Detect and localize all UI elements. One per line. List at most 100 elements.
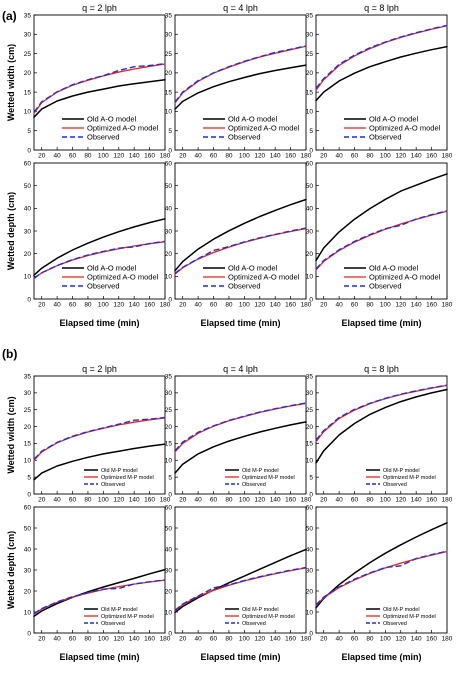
plot-area xyxy=(33,162,166,300)
x-tick-label: 40 xyxy=(336,302,344,309)
y-tick-label: 20 xyxy=(165,251,173,258)
y-tick-label: 40 xyxy=(24,206,32,213)
y-tick-label: 10 xyxy=(165,109,173,116)
y-tick-label: 40 xyxy=(306,546,314,553)
y-tick-label: 15 xyxy=(24,89,32,96)
x-tick-label: 120 xyxy=(395,636,406,643)
x-tick-label: 60 xyxy=(351,636,359,643)
y-tick-label: 30 xyxy=(165,567,173,574)
y-tick-label: 20 xyxy=(306,251,314,258)
x-tick-label: 80 xyxy=(366,153,374,160)
x-axis-label: Elapsed time (min) xyxy=(341,652,421,662)
x-tick-label: 140 xyxy=(129,636,140,643)
legend-entry: Optimized A-O model xyxy=(87,273,159,282)
series-old-model-line xyxy=(174,548,307,614)
series-observed-line xyxy=(315,384,448,441)
y-tick-label: 0 xyxy=(168,296,172,303)
y-tick-label: 0 xyxy=(27,147,31,154)
y-tick-label: 15 xyxy=(165,441,173,448)
legend-entry: Old A-O model xyxy=(87,264,137,273)
y-tick-label: 10 xyxy=(165,458,173,465)
series-old-model-line xyxy=(174,198,307,272)
y-tick-label: 30 xyxy=(24,228,32,235)
y-tick-label: 10 xyxy=(165,609,173,616)
x-axis-label: Elapsed time (min) xyxy=(341,318,421,328)
x-tick-label: 20 xyxy=(179,153,187,160)
y-tick-label: 35 xyxy=(24,373,32,380)
x-tick-label: 60 xyxy=(351,153,359,160)
x-tick-label: 140 xyxy=(270,302,281,309)
series-observed-line xyxy=(174,566,307,611)
y-tick-label: 5 xyxy=(168,128,172,135)
y-tick-label: 60 xyxy=(306,160,314,167)
x-tick-label: 20 xyxy=(320,153,328,160)
x-tick-label: 80 xyxy=(225,302,233,309)
x-tick-label: 80 xyxy=(84,153,92,160)
x-tick-label: 60 xyxy=(210,302,218,309)
column-title: q = 8 lph xyxy=(364,3,399,13)
x-tick-label: 160 xyxy=(285,497,296,504)
series-observed-line xyxy=(33,240,166,279)
plot-area xyxy=(174,375,307,495)
y-tick-label: 50 xyxy=(306,183,314,190)
x-tick-label: 20 xyxy=(320,302,328,309)
plot-area xyxy=(315,506,448,634)
plot-area xyxy=(174,506,307,634)
x-tick-label: 120 xyxy=(395,302,406,309)
y-tick-label: 10 xyxy=(24,109,32,116)
x-tick-label: 100 xyxy=(239,153,250,160)
x-tick-label: 140 xyxy=(411,153,422,160)
x-tick-label: 120 xyxy=(254,497,265,504)
y-tick-label: 50 xyxy=(24,183,32,190)
x-tick-label: 80 xyxy=(366,497,374,504)
y-tick-label: 25 xyxy=(165,407,173,414)
legend-entry: Observed xyxy=(383,482,407,488)
y-tick-label: 5 xyxy=(27,128,31,135)
x-axis-label: Elapsed time (min) xyxy=(200,652,280,662)
x-tick-label: 180 xyxy=(301,497,312,504)
x-tick-label: 180 xyxy=(301,636,312,643)
x-tick-label: 40 xyxy=(195,153,203,160)
y-tick-label: 30 xyxy=(24,567,32,574)
y-tick-label: 20 xyxy=(24,251,32,258)
y-tick-label: 60 xyxy=(165,160,173,167)
y-tick-label: 25 xyxy=(165,51,173,58)
x-tick-label: 60 xyxy=(351,302,359,309)
y-tick-label: 20 xyxy=(306,424,314,431)
y-tick-label: 60 xyxy=(165,504,173,511)
legend-entry: Old M-P model xyxy=(242,468,279,474)
legend-entry: Old M-P model xyxy=(101,468,138,474)
y-tick-label: 25 xyxy=(306,407,314,414)
x-tick-label: 120 xyxy=(254,636,265,643)
y-tick-label: 0 xyxy=(27,630,31,637)
column-title: q = 4 lph xyxy=(223,364,258,374)
series-observed-line xyxy=(174,402,307,452)
x-tick-label: 180 xyxy=(301,302,312,309)
y-tick-label: 5 xyxy=(309,128,313,135)
x-tick-label: 20 xyxy=(320,497,328,504)
panel-label: (a) xyxy=(2,9,17,23)
legend-entry: Old A-O model xyxy=(369,115,419,124)
x-tick-label: 20 xyxy=(38,636,46,643)
x-tick-label: 40 xyxy=(336,153,344,160)
legend-entry: Observed xyxy=(101,482,125,488)
legend-entry: Optimized M-P model xyxy=(101,475,154,481)
legend-entry: Observed xyxy=(369,282,402,291)
x-tick-label: 120 xyxy=(395,153,406,160)
y-tick-label: 35 xyxy=(306,373,314,380)
x-tick-label: 80 xyxy=(84,302,92,309)
x-tick-label: 120 xyxy=(254,302,265,309)
legend-entry: Optimized A-O model xyxy=(87,124,159,133)
y-tick-label: 10 xyxy=(24,458,32,465)
x-tick-label: 180 xyxy=(442,636,453,643)
x-tick-label: 160 xyxy=(144,497,155,504)
y-tick-label: 30 xyxy=(306,228,314,235)
y-tick-label: 20 xyxy=(24,424,32,431)
